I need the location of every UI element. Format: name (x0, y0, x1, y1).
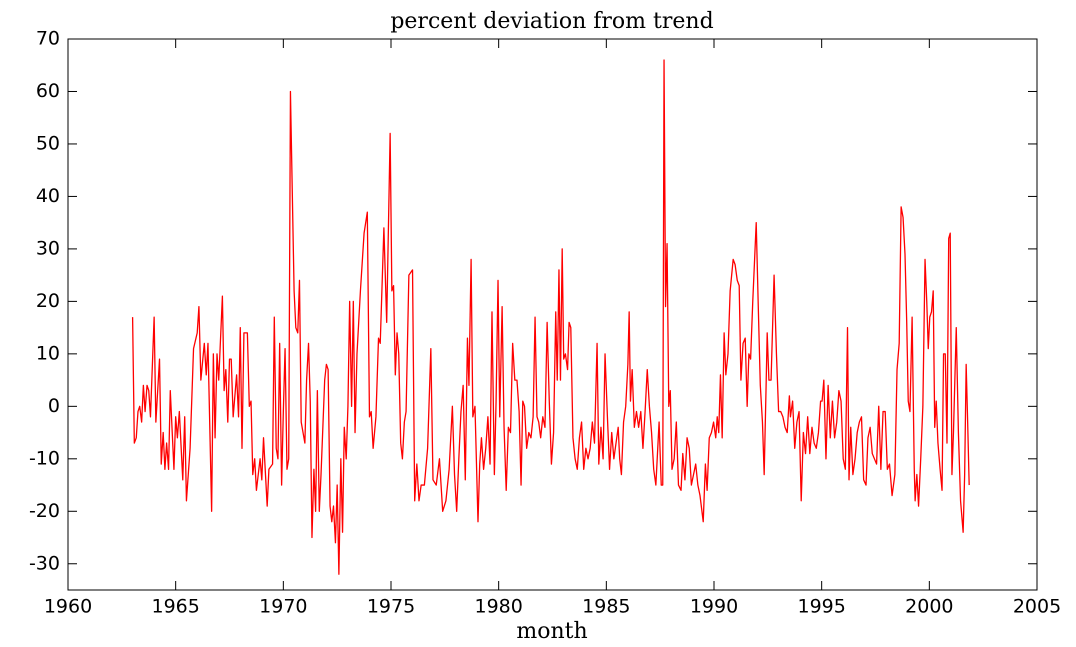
x-tick-label: 1970 (259, 596, 307, 618)
data-line (131, 59, 970, 575)
y-tick-label: 60 (36, 80, 60, 102)
y-tick-label: 50 (36, 132, 60, 154)
y-tick-label: 0 (48, 395, 60, 417)
chart-title: percent deviation from trend (390, 9, 713, 34)
x-tick-label: 2000 (905, 596, 953, 618)
y-tick-label: 10 (36, 342, 60, 364)
y-tick-label: 20 (36, 290, 60, 312)
x-tick-label: 1990 (690, 596, 738, 618)
x-tick-label: 1975 (367, 596, 415, 618)
y-tick-label: -10 (29, 447, 60, 469)
x-axis-label: month (516, 619, 587, 644)
x-tick-label: 1965 (151, 596, 199, 618)
y-tick-label: 30 (36, 237, 60, 259)
y-tick-label: -30 (29, 552, 60, 574)
plot-frame (67, 38, 1038, 591)
x-tick-label: 1995 (797, 596, 845, 618)
x-tick-label: 1985 (582, 596, 630, 618)
y-tick-label: 40 (36, 185, 60, 207)
y-tick-label: -20 (29, 500, 60, 522)
x-tick-label: 1960 (44, 596, 92, 618)
x-tick-label: 1980 (474, 596, 522, 618)
y-tick-label: 70 (36, 28, 60, 50)
x-tick-label: 2005 (1013, 596, 1061, 618)
